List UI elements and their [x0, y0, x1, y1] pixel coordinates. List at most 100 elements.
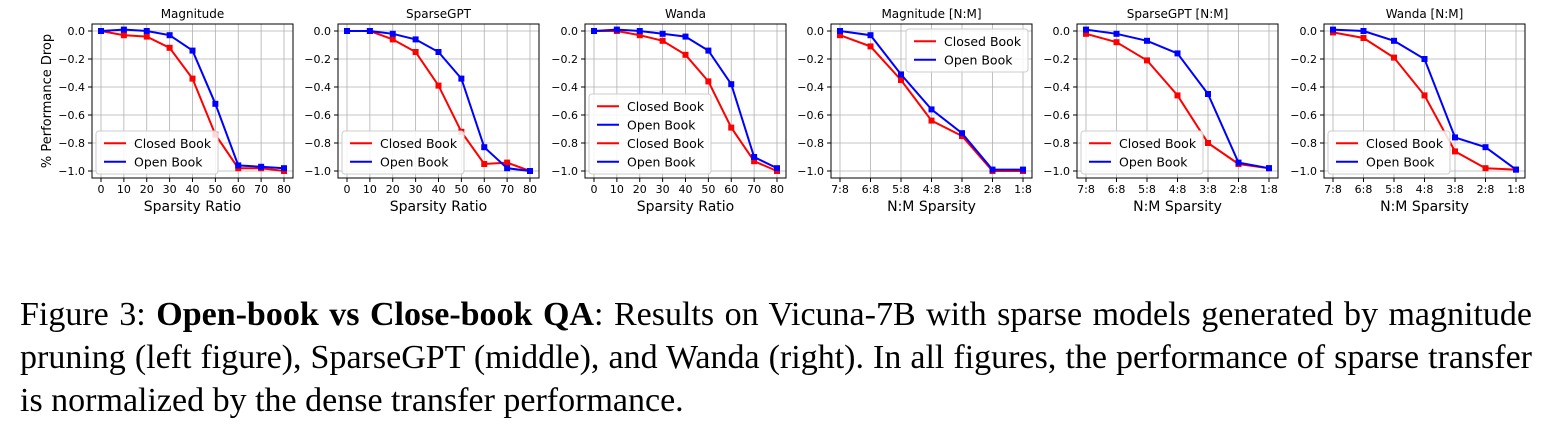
x-tick-label: 20: [386, 183, 400, 196]
x-tick-label: 40: [432, 183, 446, 196]
legend-box: [588, 93, 712, 175]
y-tick-label: −1.0: [304, 165, 331, 178]
x-tick-label: 6:8: [1355, 183, 1373, 196]
data-point: [1513, 166, 1519, 173]
x-tick-label: 30: [656, 183, 670, 196]
y-tick-label: −1.0: [1043, 165, 1070, 178]
x-tick-label: 2:8: [984, 183, 1002, 196]
data-point: [435, 82, 442, 89]
data-point: [1452, 148, 1458, 155]
x-axis-label: N:M Sparsity: [887, 199, 976, 215]
y-tick-label: 0.0: [1053, 25, 1071, 38]
data-point: [258, 163, 265, 170]
x-tick-label: 4:8: [1169, 183, 1187, 196]
data-point: [189, 47, 196, 54]
legend-label: Open Book: [944, 52, 1013, 67]
data-point: [389, 30, 396, 37]
data-point: [1391, 37, 1397, 44]
data-point: [1360, 28, 1367, 34]
data-point: [705, 47, 712, 54]
x-tick-label: 4:8: [1416, 183, 1434, 196]
x-tick-label: 10: [610, 183, 624, 196]
x-tick-label: 3:8: [1446, 183, 1464, 196]
figure-caption: Figure 3: Open-book vs Close-book QA: Re…: [20, 293, 1532, 422]
legend: Closed Book Open Book: [1080, 130, 1204, 175]
y-tick-label: 0.0: [807, 25, 825, 38]
y-tick-label: −0.2: [1043, 53, 1070, 66]
chart-title: SparseGPT: [406, 7, 472, 21]
data-point: [527, 168, 533, 174]
x-tick-label: 2:8: [1477, 183, 1495, 196]
x-tick-label: 50: [701, 183, 715, 196]
x-tick-label: 70: [747, 183, 761, 196]
data-point: [613, 26, 620, 33]
chart-title: SparseGPT [N:M]: [1127, 7, 1229, 21]
x-tick-label: 6:8: [862, 183, 880, 196]
chart-title: Wanda: [665, 7, 706, 21]
x-tick-label: 10: [117, 183, 131, 196]
y-tick-label: 0.0: [561, 25, 579, 38]
x-tick-label: 60: [477, 183, 491, 196]
y-tick-label: −1.0: [551, 165, 578, 178]
data-point: [1330, 26, 1336, 33]
legend-label: Open Book: [134, 154, 203, 169]
data-point: [898, 71, 904, 78]
legend-label: Open Book: [627, 117, 696, 132]
x-tick-label: 1:8: [1014, 183, 1032, 196]
y-axis-label: % Performance Drop: [40, 34, 55, 168]
legend-label: Closed Book: [380, 136, 458, 151]
x-tick-label: 0: [98, 183, 105, 196]
data-point: [636, 32, 643, 39]
data-point: [1421, 56, 1428, 62]
y-tick-label: −0.8: [1043, 137, 1070, 150]
x-axis-label: N:M Sparsity: [1380, 199, 1469, 215]
y-tick-label: −0.4: [1290, 81, 1317, 94]
y-tick-label: −0.2: [797, 53, 824, 66]
x-tick-label: 3:8: [1199, 183, 1217, 196]
x-tick-label: 5:8: [1138, 183, 1156, 196]
x-tick-label: 80: [770, 183, 784, 196]
y-tick-label: −0.8: [1290, 137, 1317, 150]
figure-charts: 0 10 20 30 40 50 60 70 80 0.0 −0.2 −0.4 −0.6 −0.8 −1.0…: [40, 7, 1526, 215]
data-point: [1482, 165, 1489, 172]
data-point: [1020, 166, 1026, 173]
legend-label: Closed Book: [944, 34, 1022, 49]
chart-panel-1: 0 10 20 30 40 50 60 70 80 0.0 −0.2 −0.4 −0.6 −0.8 −1.0…: [40, 7, 294, 215]
chart-panel-4: 7:8 6:8 5:8 4:8 3:8 2:8 1:8 0.0 −0.2 −0.4 −0.6 −0.8…: [797, 7, 1033, 215]
data-point: [591, 28, 597, 34]
legend-label: Closed Book: [1119, 136, 1197, 151]
x-tick-label: 1:8: [1260, 183, 1278, 196]
x-axis-label: Sparsity Ratio: [144, 199, 241, 215]
data-point: [166, 44, 173, 51]
legend: Closed Book Open Book: [341, 130, 465, 175]
x-tick-label: 1:8: [1507, 183, 1525, 196]
x-tick-label: 4:8: [923, 183, 941, 196]
chart-title: Magnitude: [161, 7, 225, 21]
y-tick-label: −0.4: [551, 81, 578, 94]
data-point: [1266, 165, 1272, 172]
x-tick-label: 30: [409, 183, 423, 196]
y-tick-label: −0.4: [304, 81, 331, 94]
y-tick-label: −0.8: [304, 137, 331, 150]
data-point: [959, 130, 965, 137]
data-point: [1452, 134, 1458, 141]
legend-box: [1327, 130, 1451, 175]
data-point: [728, 124, 735, 131]
legend-label: Open Book: [380, 154, 449, 169]
data-point: [1360, 35, 1367, 41]
y-tick-label: −0.8: [797, 137, 824, 150]
data-point: [143, 33, 150, 40]
x-tick-label: 60: [231, 183, 245, 196]
data-point: [1083, 26, 1089, 33]
data-point: [682, 33, 689, 40]
y-tick-label: −0.6: [797, 109, 824, 122]
data-point: [120, 32, 127, 39]
x-tick-label: 40: [186, 183, 200, 196]
y-tick-label: −0.4: [58, 81, 85, 94]
legend-label: Closed Book: [1366, 136, 1444, 151]
x-tick-label: 2:8: [1230, 183, 1248, 196]
x-tick-label: 50: [208, 183, 222, 196]
data-point: [636, 28, 643, 34]
legend: Closed Book Open Book Closed Book Open Book: [588, 93, 712, 175]
data-point: [1205, 140, 1211, 146]
